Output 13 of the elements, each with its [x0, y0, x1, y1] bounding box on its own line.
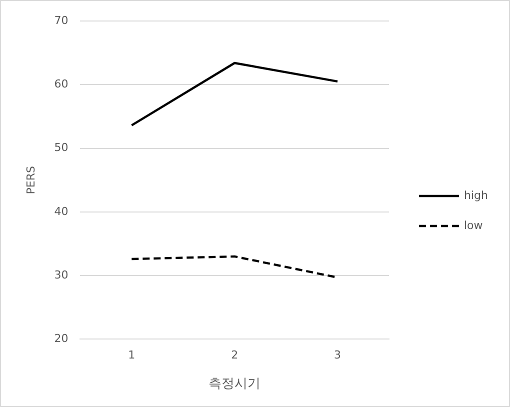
x-tick-label: 3 — [334, 348, 342, 362]
y-tick-label: 50 — [54, 141, 68, 154]
y-tick-label: 40 — [54, 204, 68, 218]
x-axis-title: 측정시기 — [208, 376, 261, 392]
y-tick-label: 20 — [54, 332, 68, 346]
y-axis-title: PERS — [24, 166, 38, 194]
y-tick-label: 30 — [54, 268, 68, 282]
legend-label: low — [464, 218, 483, 232]
x-tick-label: 2 — [231, 348, 238, 362]
y-tick-label: 60 — [54, 78, 68, 90]
y-tick-label: 70 — [54, 14, 68, 27]
x-tick-label: 1 — [128, 348, 136, 362]
legend-label: high — [464, 188, 488, 202]
